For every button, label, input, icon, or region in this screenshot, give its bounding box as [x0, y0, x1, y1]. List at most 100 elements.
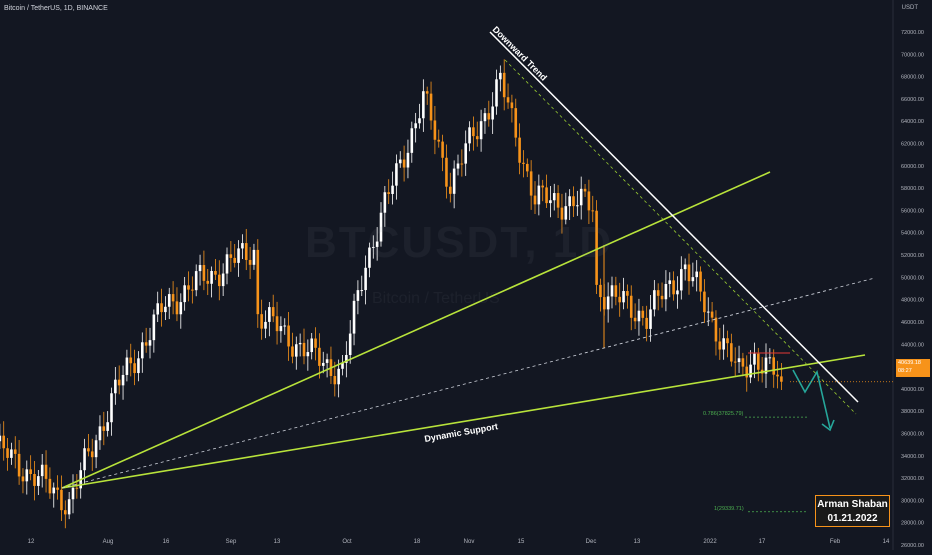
chart-title: Bitcoin / TetherUS, 1D, BINANCE	[4, 5, 108, 12]
candle-body	[218, 274, 221, 287]
upper-support-line	[61, 171, 771, 489]
candle-body	[298, 342, 302, 345]
candle-body	[372, 246, 375, 248]
candle-body	[757, 353, 760, 370]
candle-body	[167, 294, 171, 307]
candle-body	[283, 325, 287, 327]
candle-body	[356, 290, 360, 301]
candle-body	[433, 120, 437, 140]
candle-body	[691, 277, 695, 282]
x-tick-label: Sep	[226, 539, 237, 545]
candle-body	[449, 186, 452, 194]
y-tick-label: 72000.00	[901, 30, 924, 36]
x-tick-label: Dec	[586, 539, 597, 545]
x-tick-label: 15	[518, 539, 525, 545]
candle-body	[429, 93, 433, 121]
candle-body	[264, 321, 267, 329]
candle-body	[418, 118, 421, 124]
candle-body	[491, 106, 494, 120]
candle-body	[618, 296, 621, 303]
y-tick-label: 36000.00	[901, 431, 924, 437]
y-tick-label: 34000.00	[901, 454, 924, 460]
current-price-value: 40639.18	[898, 360, 921, 366]
candle-body	[741, 358, 745, 367]
candle-body	[714, 317, 718, 342]
x-tick-label: 13	[634, 539, 641, 545]
candle-body	[56, 487, 59, 490]
candle-body	[437, 139, 441, 142]
candle-body	[552, 193, 556, 201]
y-tick-label: 26000.00	[901, 543, 924, 549]
y-tick-label: 70000.00	[901, 52, 924, 58]
candle-body	[633, 317, 637, 322]
candle-body	[514, 108, 518, 138]
candle-body	[310, 338, 313, 353]
candle-body	[21, 476, 25, 482]
candle-body	[764, 357, 768, 374]
symbol-watermark: BTCUSDT, 1D	[305, 218, 614, 267]
candle-body	[676, 290, 679, 295]
candle-body	[233, 257, 236, 263]
candle-body	[568, 196, 571, 207]
candle-body	[718, 341, 722, 350]
x-tick-label: 14	[883, 539, 890, 545]
candle-body	[414, 123, 417, 129]
candle-body	[345, 354, 348, 363]
candle-body	[156, 303, 159, 315]
candle-body	[2, 435, 5, 449]
candle-body	[572, 196, 575, 207]
candle-body	[526, 163, 529, 172]
candle-body	[768, 357, 772, 359]
candle-body	[64, 510, 67, 515]
candle-body	[656, 290, 660, 296]
y-tick-label: 62000.00	[901, 142, 924, 148]
candle-body	[706, 311, 710, 313]
dynamic-support-line	[61, 354, 866, 489]
y-tick-label: 58000.00	[901, 186, 924, 192]
candle-body	[237, 248, 240, 263]
candle-body	[268, 307, 271, 322]
candle-body	[641, 310, 645, 318]
x-tick-label: 18	[414, 539, 421, 545]
candle-body	[398, 159, 402, 164]
candle-body	[606, 296, 610, 310]
candle-body	[25, 469, 29, 482]
candle-body	[610, 285, 614, 297]
candle-body	[121, 374, 125, 386]
candle-body	[730, 343, 733, 362]
candle-body	[248, 259, 252, 265]
candle-body	[198, 265, 202, 272]
current-price-tag: 40639.18 08:27	[896, 359, 930, 377]
candle-body	[545, 187, 548, 204]
candle-body	[129, 357, 133, 364]
candle-body	[94, 440, 98, 458]
y-tick-label: 28000.00	[901, 521, 924, 527]
candle-body	[321, 362, 325, 366]
candle-body	[275, 316, 279, 332]
candle-body	[387, 192, 390, 194]
candle-body	[699, 271, 702, 292]
candle-body	[626, 291, 629, 296]
candle-body	[499, 72, 502, 80]
candle-body	[287, 325, 290, 347]
candle-body	[595, 210, 598, 285]
candle-body	[737, 358, 741, 363]
candle-body	[452, 168, 456, 194]
candle-body	[703, 291, 706, 313]
candle-body	[60, 489, 63, 511]
candle-body	[780, 376, 783, 382]
candle-body	[141, 342, 144, 359]
candle-body	[102, 426, 106, 431]
candle-body	[672, 280, 675, 295]
axis-unit-label: USDT	[901, 5, 918, 11]
y-tick-label: 30000.00	[901, 498, 924, 504]
candle-body	[148, 340, 152, 346]
candle-body	[194, 271, 198, 291]
candle-body	[191, 289, 194, 291]
candle-body	[306, 352, 310, 357]
candle-body	[541, 185, 544, 188]
candle-body	[549, 200, 552, 204]
candle-body	[599, 284, 602, 298]
candle-body	[152, 314, 156, 341]
